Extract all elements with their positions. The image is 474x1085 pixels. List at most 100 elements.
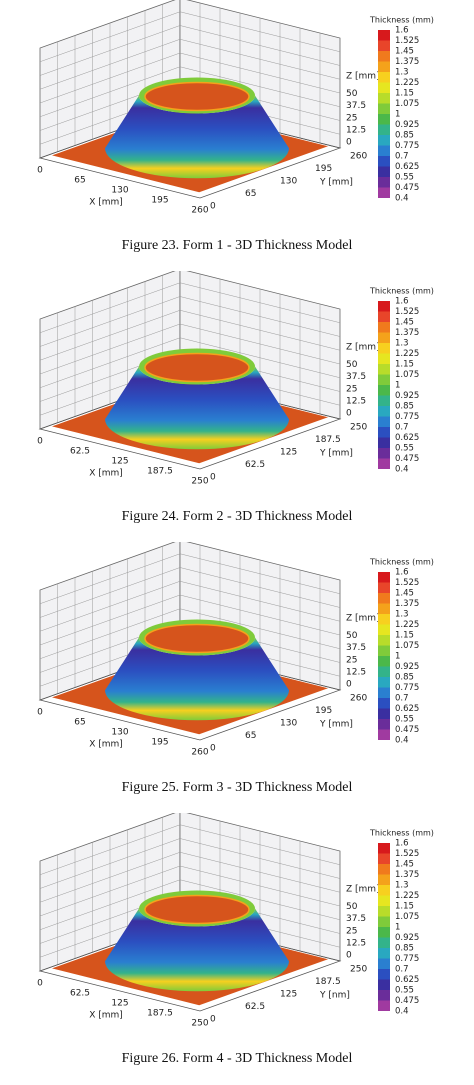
grid-line — [179, 25, 341, 66]
colorbar-segment — [378, 51, 390, 62]
x-tick-label: 0 — [37, 166, 43, 176]
colorbar-label: 1.225 — [395, 891, 419, 901]
x-tick-label: 0 — [37, 708, 43, 718]
colorbar-segment — [378, 895, 390, 906]
colorbar-label: 0.775 — [395, 412, 419, 422]
colorbar-label: 0.7 — [395, 694, 409, 704]
colorbar-segment — [378, 645, 390, 656]
colorbar-label: 1.225 — [395, 349, 419, 359]
x-tick-label: 250 — [191, 477, 208, 487]
x-tick-label: 195 — [151, 738, 168, 748]
z-axis-label: Z [mm] — [346, 885, 380, 895]
figure-caption: Figure 26. Form 4 - 3D Thickness Model — [121, 1051, 353, 1066]
colorbar-segment — [378, 948, 390, 959]
grid-line — [39, 567, 181, 618]
colorbar-label: 1.45 — [395, 47, 414, 57]
colorbar-segment — [378, 593, 390, 604]
y-tick-label: 62.5 — [245, 1002, 265, 1012]
grid-line — [39, 310, 181, 361]
colorbar-segment — [378, 843, 390, 854]
colorbar-segment — [378, 416, 390, 427]
colorbar-segment — [378, 311, 390, 322]
colorbar-label: 1.525 — [395, 849, 419, 859]
colorbar-segment — [378, 124, 390, 135]
colorbar-segment — [378, 61, 390, 72]
colorbar-segment — [378, 301, 390, 312]
colorbar-label: 0.7 — [395, 423, 409, 433]
colorbar-segment — [378, 708, 390, 719]
grid-line — [179, 310, 341, 351]
dome-top — [144, 352, 250, 383]
colorbar-label: 0.625 — [395, 162, 419, 172]
colorbar-label: 0.55 — [395, 715, 414, 725]
colorbar-segment — [378, 353, 390, 364]
colorbar-segment — [378, 969, 390, 980]
colorbar-segment — [378, 958, 390, 969]
colorbar-title: Thickness (mm) — [369, 287, 434, 296]
grid-line — [39, 838, 181, 889]
colorbar-label: 0.7 — [395, 965, 409, 975]
colorbar-segment — [378, 458, 390, 469]
colorbar-segment — [378, 1000, 390, 1011]
colorbar-label: 0.625 — [395, 975, 419, 985]
colorbar-segment — [378, 187, 390, 198]
colorbar-segment — [378, 103, 390, 114]
colorbar-label: 1 — [395, 381, 400, 391]
dome-body — [105, 637, 289, 721]
x-tick-label: 260 — [191, 206, 208, 216]
colorbar-label: 0.475 — [395, 454, 419, 464]
figure-caption: Figure 24. Form 2 - 3D Thickness Model — [121, 509, 353, 524]
colorbar-label: 0.625 — [395, 704, 419, 714]
colorbar-label: 1.225 — [395, 620, 419, 630]
colorbar-label: 0.925 — [395, 391, 419, 401]
x-tick-label: 65 — [74, 176, 85, 186]
figure: 0 65 130 195 260 X [mm] 0 65 130 195 260 Y [mm] 0 12.… — [0, 0, 474, 271]
y-tick-label: 0 — [210, 202, 216, 212]
colorbar-label: 1.075 — [395, 99, 419, 109]
y-tick-label: 130 — [280, 177, 297, 187]
y-tick-label: 250 — [350, 423, 367, 433]
colorbar-label: 0.775 — [395, 683, 419, 693]
grid-line — [39, 553, 181, 604]
z-tick-label: 0 — [346, 951, 352, 961]
colorbar-segment — [378, 677, 390, 688]
grid-line — [39, 282, 181, 333]
z-tick-label: 37.5 — [346, 372, 366, 382]
grid-line — [179, 39, 341, 80]
figure-caption: Figure 23. Form 1 - 3D Thickness Model — [121, 238, 353, 253]
colorbar-label: 0.925 — [395, 662, 419, 672]
colorbar-segment — [378, 40, 390, 51]
figure: 0 62.5 125 187.5 250 X [mm] 0 62.5 125 187.5 250 Y … — [0, 813, 474, 1084]
colorbar-segment — [378, 916, 390, 927]
x-tick-label: 125 — [111, 999, 128, 1009]
z-axis-label: Z [mm] — [346, 614, 380, 624]
x-tick-label: 62.5 — [70, 447, 90, 457]
colorbar-label: 0.85 — [395, 673, 414, 683]
y-tick-label: 125 — [280, 448, 297, 458]
colorbar-segment — [378, 656, 390, 667]
colorbar-segment — [378, 343, 390, 354]
colorbar-label: 0.4 — [395, 194, 409, 204]
z-tick-label: 50 — [346, 631, 358, 641]
colorbar-segment — [378, 666, 390, 677]
y-tick-label: 260 — [350, 152, 367, 162]
colorbar-segment — [378, 114, 390, 125]
y-axis-label: Y [mm] — [319, 178, 353, 188]
y-tick-label: 0 — [210, 744, 216, 754]
x-axis-label: X [mm] — [89, 740, 123, 750]
colorbar-segment — [378, 906, 390, 917]
colorbar-segment — [378, 72, 390, 83]
grid-line — [39, 852, 181, 903]
colorbar-label: 0.4 — [395, 465, 409, 475]
colorbar-label: 1.375 — [395, 870, 419, 880]
colorbar-label: 1.45 — [395, 860, 414, 870]
y-tick-label: 195 — [315, 164, 332, 174]
z-tick-label: 0 — [346, 680, 352, 690]
colorbar-segment — [378, 729, 390, 740]
grid-line — [179, 581, 341, 622]
grid-line — [39, 581, 181, 632]
colorbar-label: 0.925 — [395, 933, 419, 943]
dome-body — [105, 908, 289, 992]
